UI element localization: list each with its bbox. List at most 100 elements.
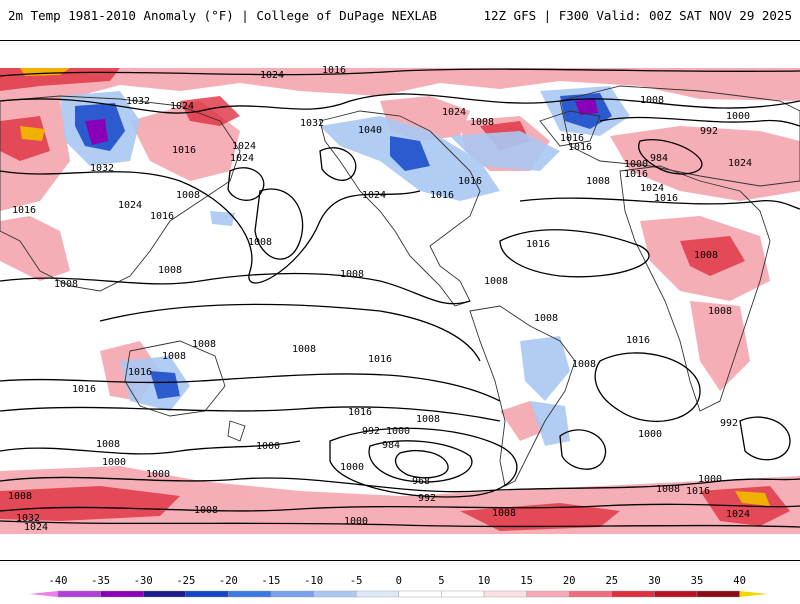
pressure-label: 1008: [176, 190, 200, 201]
pressure-label: 992: [418, 493, 436, 504]
pressure-label: 984: [650, 153, 668, 164]
pressure-label: 1008: [656, 484, 680, 495]
pressure-label: 1008: [158, 265, 182, 276]
colorbar-swatch: [142, 590, 186, 598]
coastlines: [0, 85, 800, 487]
pressure-label: 1016: [322, 65, 346, 76]
pressure-label: 1000: [638, 429, 662, 440]
colorbar-swatch: [739, 591, 769, 597]
pressure-label: 1024: [640, 183, 664, 194]
pressure-label: 968: [412, 476, 430, 487]
colorbar-tick-label: 15: [520, 575, 533, 587]
pressure-label: 1008: [492, 508, 516, 519]
pressure-label: 1032: [126, 96, 150, 107]
pressure-label: 1008: [708, 306, 732, 317]
pressure-label: 1024: [260, 70, 284, 81]
colorbar-tick-label: -30: [134, 575, 153, 587]
colorbar-swatch: [57, 590, 101, 598]
colorbar-swatch: [398, 590, 442, 598]
colorbar-swatch: [526, 590, 570, 598]
pressure-label: 1016: [626, 335, 650, 346]
deep-cold-fills: [75, 93, 612, 399]
pressure-label: 1000: [340, 462, 364, 473]
pressure-label: 992: [700, 126, 718, 137]
pressure-label: 1008: [192, 339, 216, 350]
pressure-label: 1008: [96, 439, 120, 450]
colorbar-swatch: [100, 590, 144, 598]
colorbar-swatch: [696, 590, 740, 598]
pressure-label: 1016: [458, 176, 482, 187]
colorbar-tick-label: -35: [91, 575, 110, 587]
pressure-label: 992: [720, 418, 738, 429]
map-title: 2m Temp 1981-2010 Anomaly (°F) | College…: [8, 8, 437, 23]
pressure-label: 1016: [12, 205, 36, 216]
pressure-label: 1000: [726, 111, 750, 122]
pressure-label: 1016: [624, 169, 648, 180]
pressure-label: 1040: [358, 125, 382, 136]
pressure-label: 1000: [146, 469, 170, 480]
pressure-label: 1008: [572, 359, 596, 370]
pressure-label: 1024: [232, 141, 256, 152]
model-run-info: 12Z GFS | F300 Valid: 00Z SAT NOV 29 202…: [483, 8, 792, 23]
pressure-label: 1000: [102, 457, 126, 468]
pressure-label: 1008: [340, 269, 364, 280]
colorbar-swatch: [611, 590, 655, 598]
colorbar-swatches: [29, 590, 769, 598]
colorbar-tick-label: 35: [691, 575, 704, 587]
pressure-label: 1008: [292, 344, 316, 355]
pressure-label: 1016: [686, 486, 710, 497]
pressure-label: 1008: [586, 176, 610, 187]
anomaly-colorbar: -40 -35 -30 -25 -20 -15 -10 -5 0 5 10 15 20 25 30 35 40: [0, 571, 800, 600]
pressure-label: 1008: [640, 95, 664, 106]
pressure-labels: 1024 1016 1032 1024 1032 1024 1040 1008 …: [8, 65, 752, 533]
pressure-label: 1008: [484, 276, 508, 287]
colorbar-tick-label: 25: [605, 575, 618, 587]
pressure-label: 1016: [128, 367, 152, 378]
pressure-label: 1032: [300, 118, 324, 129]
colorbar-svg: -40 -35 -30 -25 -20 -15 -10 -5 0 5 10 15 20 25 30 35 40: [29, 575, 769, 598]
pressure-label: 1016: [568, 142, 592, 153]
pressure-label: 1032: [16, 513, 40, 524]
colorbar-swatch: [29, 591, 58, 597]
pressure-label: 1008: [54, 279, 78, 290]
pressure-label: 992: [362, 426, 380, 437]
colorbar-swatch: [441, 590, 485, 598]
hot-spot-fills: [20, 68, 770, 506]
colorbar-swatch: [270, 590, 314, 598]
colorbar-swatch: [483, 590, 527, 598]
pressure-label: 1024: [230, 153, 254, 164]
pressure-label: 1032: [90, 163, 114, 174]
colorbar-swatch: [228, 590, 272, 598]
pressure-label: 1016: [72, 384, 96, 395]
isobars: [0, 68, 800, 528]
colorbar-tick-label: 20: [563, 575, 576, 587]
pressure-label: 1024: [118, 200, 142, 211]
pressure-label: 1016: [526, 239, 550, 250]
pressure-label: 1016: [150, 211, 174, 222]
pressure-label: 1008: [194, 505, 218, 516]
pressure-label: 1024: [726, 509, 750, 520]
colorbar-tick-label: -25: [176, 575, 195, 587]
colorbar-tick-label: 40: [733, 575, 746, 587]
colorbar-tick-label: 5: [438, 575, 444, 587]
colorbar-swatch: [356, 590, 400, 598]
header-bar: 2m Temp 1981-2010 Anomaly (°F) | College…: [0, 0, 800, 30]
pressure-label: 1000: [344, 516, 368, 527]
colorbar-tick-label: 10: [478, 575, 491, 587]
pressure-label: 1016: [172, 145, 196, 156]
pressure-label: 1000: [624, 159, 648, 170]
pressure-label: 984: [382, 440, 400, 451]
pressure-label: 1016: [560, 133, 584, 144]
pressure-label: 1016: [430, 190, 454, 201]
pressure-label: 1008: [8, 491, 32, 502]
pressure-label: 1008: [694, 250, 718, 261]
extreme-cold-fills: [85, 99, 598, 145]
pressure-label: 1008: [416, 414, 440, 425]
colorbar-tick-label: -20: [219, 575, 238, 587]
colorbar-tick-label: -40: [49, 575, 68, 587]
colorbar-swatch: [654, 590, 698, 598]
pressure-label: 1024: [170, 101, 194, 112]
colorbar-tick-label: 30: [648, 575, 661, 587]
pressure-label: 1000: [698, 474, 722, 485]
pressure-label: 1016: [368, 354, 392, 365]
